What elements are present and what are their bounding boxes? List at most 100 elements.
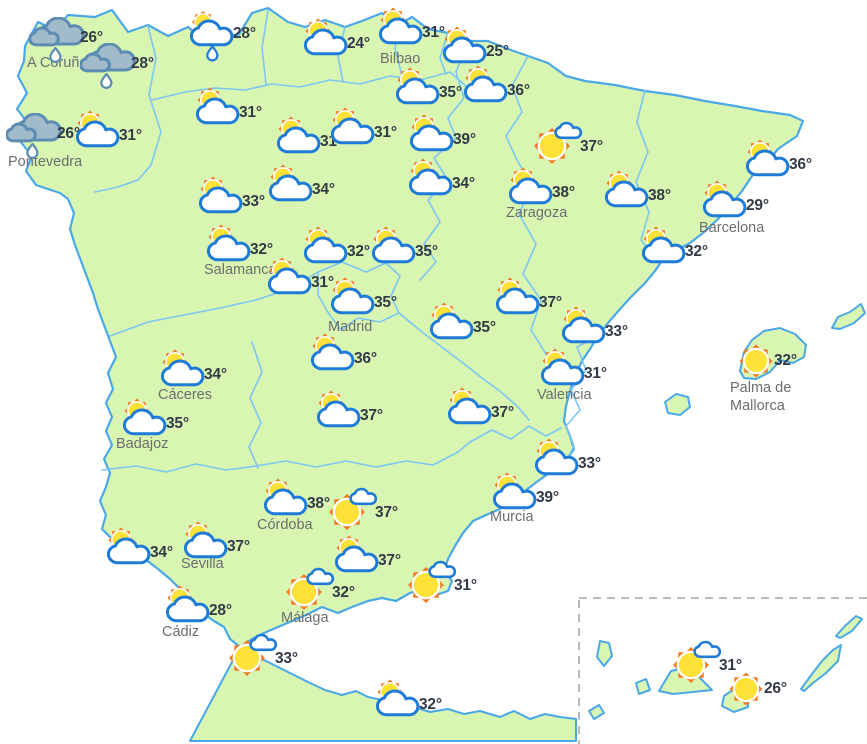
city-label: Palma de Mallorca [730, 380, 792, 415]
weather-station[interactable]: 37° [529, 118, 603, 168]
weather-station[interactable]: 26° [723, 666, 787, 712]
weather-station[interactable]: 31° [329, 106, 397, 148]
temperature-label: 35° [473, 319, 496, 336]
sun-behind-cloud-icon [310, 333, 355, 371]
weather-station[interactable]: 34° [407, 157, 475, 199]
weather-station[interactable]: 35° [428, 301, 496, 343]
weather-station[interactable]: 31° [403, 557, 477, 607]
temperature-label: 26° [57, 125, 80, 142]
city-label: Salamanca [204, 262, 277, 278]
weather-station[interactable]: 33° [533, 437, 601, 479]
temperature-label: 28° [131, 55, 154, 72]
weather-station[interactable]: 26° [6, 113, 80, 159]
sun-behind-cloud-icon [492, 472, 537, 510]
lanzarote-island [835, 615, 863, 639]
weather-station[interactable]: 33° [560, 305, 628, 347]
weather-station[interactable]: 34° [105, 526, 173, 568]
temperature-label: 39° [453, 131, 476, 148]
weather-station[interactable]: 35° [121, 397, 189, 439]
weather-station[interactable]: 26° [29, 17, 103, 63]
weather-station[interactable]: 38° [262, 477, 330, 519]
weather-station[interactable]: 31° [377, 6, 445, 48]
weather-station[interactable]: 39° [491, 471, 559, 513]
temperature-label: 25° [486, 43, 509, 60]
mostly-sunny-icon [329, 487, 378, 530]
sunny-icon [729, 672, 763, 706]
weather-station[interactable]: 32° [281, 564, 355, 614]
sun-behind-cloud-icon [495, 277, 540, 315]
weather-station[interactable]: 38° [603, 169, 671, 211]
weather-station[interactable]: 25° [441, 25, 509, 67]
weather-station[interactable]: 32° [733, 338, 797, 384]
temperature-label: 38° [648, 187, 671, 204]
weather-station[interactable]: 31° [194, 86, 262, 128]
temperature-label: 33° [242, 193, 265, 210]
temperature-label: 24° [347, 35, 370, 52]
weather-station[interactable]: 38° [507, 166, 575, 208]
weather-station[interactable]: 31° [74, 109, 142, 151]
weather-station[interactable]: 37° [494, 276, 562, 318]
temperature-label: 37° [360, 407, 383, 424]
sun-behind-cloud-icon [534, 438, 579, 476]
weather-station[interactable]: 37° [315, 389, 383, 431]
weather-station[interactable]: 37° [333, 534, 401, 576]
weather-station[interactable]: 36° [462, 64, 530, 106]
weather-station[interactable]: 29° [701, 179, 769, 221]
sun-behind-cloud-icon [183, 521, 228, 559]
mostly-sunny-icon [286, 567, 335, 610]
weather-station[interactable]: 32° [640, 225, 708, 267]
weather-station[interactable]: 37° [324, 484, 398, 534]
weather-station[interactable]: 24° [302, 17, 370, 59]
weather-station[interactable]: 35° [394, 66, 462, 108]
weather-station[interactable]: 34° [159, 348, 227, 390]
city-label: Cádiz [162, 624, 200, 640]
weather-station[interactable]: 32° [302, 225, 370, 267]
temperature-label: 35° [415, 243, 438, 260]
weather-station[interactable]: 31° [275, 115, 343, 157]
weather-station[interactable]: 35° [370, 225, 438, 267]
temperature-label: 37° [378, 552, 401, 569]
sun-behind-cloud-icon [408, 158, 453, 196]
temperature-label: 34° [452, 175, 475, 192]
weather-station[interactable]: 28° [80, 43, 154, 89]
temperature-label: 35° [374, 294, 397, 311]
temperature-label: 37° [539, 294, 562, 311]
weather-station[interactable]: 35° [329, 276, 397, 318]
weather-station[interactable]: 28° [188, 10, 256, 62]
weather-station[interactable]: 28° [164, 584, 232, 626]
sun-behind-cloud-icon [330, 107, 375, 145]
temperature-label: 37° [375, 504, 398, 521]
sun-behind-cloud-icon [702, 180, 747, 218]
weather-station[interactable]: 39° [408, 113, 476, 155]
temperature-label: 29° [746, 197, 769, 214]
weather-station[interactable]: 36° [309, 332, 377, 374]
temperature-label: 37° [227, 538, 250, 555]
temperature-label: 37° [491, 404, 514, 421]
mostly-sunny-icon [408, 560, 457, 603]
sun-behind-cloud-icon [303, 226, 348, 264]
weather-station[interactable]: 33° [224, 630, 298, 680]
sun-behind-cloud-icon [409, 114, 454, 152]
weather-station[interactable]: 32° [205, 223, 273, 265]
temperature-label: 37° [580, 138, 603, 155]
weather-station[interactable]: 32° [374, 678, 442, 720]
weather-station[interactable]: 37° [182, 520, 250, 562]
temperature-label: 28° [233, 25, 256, 42]
temperature-label: 31° [719, 657, 742, 674]
tenerife-island [658, 667, 713, 695]
rain-cloud-icon [6, 113, 62, 159]
weather-station[interactable]: 31° [668, 637, 742, 687]
weather-station[interactable]: 31° [266, 256, 334, 298]
weather-station[interactable]: 33° [197, 175, 265, 217]
weather-station[interactable]: 31° [539, 347, 607, 389]
weather-station[interactable]: 34° [267, 163, 335, 205]
city-label: Valencia [537, 387, 592, 403]
temperature-label: 33° [578, 455, 601, 472]
ibiza-island [664, 393, 691, 416]
temperature-label: 26° [80, 29, 103, 46]
weather-station[interactable]: 36° [744, 138, 812, 180]
sun-behind-cloud-icon [641, 226, 686, 264]
weather-station[interactable]: 37° [446, 386, 514, 428]
city-label: Murcia [490, 509, 534, 525]
sun-behind-cloud-icon [165, 585, 210, 623]
